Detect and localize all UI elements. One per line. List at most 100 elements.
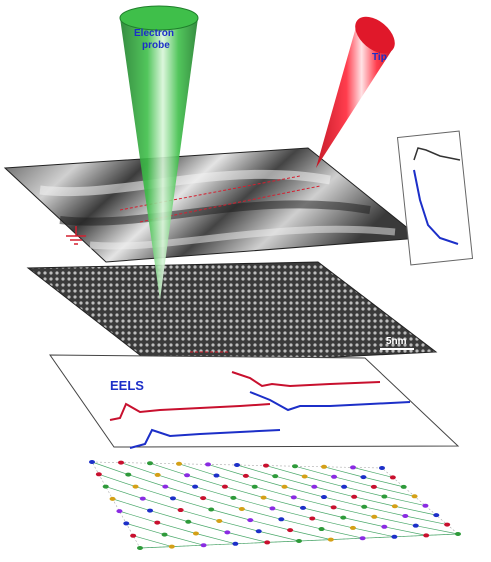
lattice-bond	[126, 523, 165, 535]
lattice-atom	[340, 515, 347, 520]
lattice-atom	[125, 472, 132, 477]
lattice-bond	[258, 530, 300, 542]
lattice-atom	[247, 518, 254, 523]
lattice-bond	[133, 535, 172, 547]
lattice-bond	[139, 546, 172, 549]
lattice-bond	[216, 475, 255, 488]
lattice-bond	[281, 518, 322, 530]
lattice-atom	[154, 472, 161, 477]
crystal-lattice-layer	[89, 460, 461, 550]
inset-curve-blue	[413, 169, 459, 245]
lattice-atom	[139, 496, 146, 501]
lattice-atom	[296, 539, 302, 543]
lattice-atom	[444, 522, 451, 527]
lattice-bond	[333, 507, 375, 518]
lattice-atom	[147, 461, 153, 466]
lattice-atom	[341, 484, 348, 489]
spectroscopy-inset	[396, 130, 474, 266]
lattice-bond	[195, 486, 234, 499]
lattice-atom	[400, 484, 407, 489]
lattice-atom	[234, 463, 240, 467]
lattice-atom	[102, 484, 109, 489]
lattice-bond	[344, 486, 385, 497]
lattice-atom	[381, 494, 388, 499]
inset-curve-dark	[413, 147, 461, 161]
lattice-atom	[154, 520, 161, 525]
lattice-atom	[379, 466, 385, 470]
lattice-atom	[300, 505, 307, 510]
lattice-bond	[254, 486, 294, 498]
lattice-atom	[130, 533, 137, 538]
lattice-bond	[149, 510, 189, 523]
lattice-atom	[281, 484, 288, 489]
lattice-bond	[157, 522, 197, 534]
lattice-atom	[216, 518, 223, 523]
lattice-bond	[235, 542, 268, 545]
lattice-bond	[188, 521, 228, 533]
lattice-atom	[311, 484, 318, 489]
lattice-atom	[359, 536, 366, 541]
lattice-atom	[184, 473, 191, 478]
lattice-atom	[137, 546, 143, 550]
lattice-atom	[260, 495, 267, 500]
lattice-bond	[263, 497, 304, 509]
lattice-bond	[290, 529, 331, 540]
lattice-bond	[172, 498, 212, 510]
lattice-atom	[192, 484, 199, 489]
lattice-atom	[123, 521, 130, 526]
lattice-bond	[157, 474, 196, 487]
lattice-bond	[321, 528, 363, 539]
lattice-atom	[422, 503, 429, 508]
lattice-atom	[412, 523, 419, 528]
lattice-bond	[119, 510, 158, 523]
lattice-bond	[180, 509, 220, 522]
lattice-bond	[245, 475, 285, 488]
lattice-bond	[135, 486, 174, 499]
lattice-atom	[192, 531, 199, 536]
lattice-atom	[433, 513, 440, 518]
lattice-bond	[333, 476, 374, 488]
ground-symbol-icon	[66, 226, 86, 245]
lattice-bond	[275, 475, 315, 488]
lattice-bond	[203, 543, 236, 546]
lattice-atom	[208, 507, 215, 512]
lattice-atom	[290, 495, 297, 500]
lattice-bond	[352, 527, 395, 538]
lattice-atom	[349, 525, 356, 530]
lattice-bond	[394, 535, 427, 538]
lattice-atom	[224, 530, 231, 535]
lattice-bond	[120, 462, 158, 476]
lattice-atom	[205, 462, 211, 467]
lattice-bond	[203, 497, 242, 510]
lattice-bond	[224, 486, 264, 498]
lattice-atom	[371, 514, 378, 519]
lattice-bond	[312, 518, 354, 529]
lattice-atom	[272, 474, 279, 479]
lattice-atom	[161, 532, 168, 537]
lattice-atom	[221, 484, 228, 489]
lattice-atom	[269, 506, 276, 511]
tip-label: Tip	[372, 52, 387, 63]
lattice-bond	[250, 519, 291, 531]
lattice-bond	[165, 486, 204, 499]
lattice-atom	[381, 524, 388, 529]
lattice-bond	[211, 509, 251, 521]
lattice-atom	[95, 472, 102, 477]
lattice-atom	[230, 495, 237, 500]
eels-spectrum-red-left	[109, 402, 271, 421]
lattice-atom	[331, 474, 338, 479]
lattice-atom	[132, 484, 139, 489]
eels-spectra-layer: EELS	[49, 354, 460, 449]
lattice-bond	[227, 532, 268, 543]
lattice-bond	[128, 474, 166, 487]
lattice-atom	[411, 494, 418, 499]
lattice-bond	[236, 464, 276, 477]
scale-bar-label: 5nm	[386, 336, 407, 347]
lattice-bond	[298, 539, 331, 542]
lattice-atom	[213, 473, 220, 478]
lattice-atom	[118, 460, 124, 465]
lattice-atom	[423, 533, 430, 538]
lattice-bond	[207, 464, 246, 477]
lattice-atom	[292, 464, 298, 469]
